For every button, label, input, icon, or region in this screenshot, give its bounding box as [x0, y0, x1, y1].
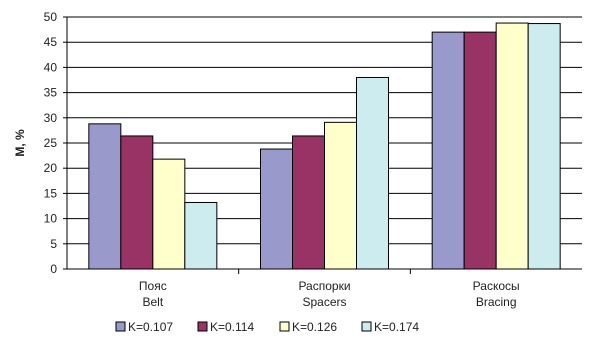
bar-k-0-174-cat-0 — [184, 201, 218, 270]
y-tick-label: 35 — [44, 86, 58, 100]
bar-k-0-126-cat-2 — [495, 22, 529, 270]
legend-swatch — [115, 321, 126, 332]
y-tick-label: 40 — [44, 60, 58, 74]
bar-k-0-126-cat-1 — [324, 121, 357, 270]
legend-label: K=0.126 — [292, 320, 337, 334]
legend: K=0.107 K=0.114 K=0.126 K=0.174 — [115, 320, 419, 334]
bar-k-0-126-cat-0 — [152, 158, 186, 270]
category-labels: Пояс Belt Распорки Spacers Раскосы Bracing — [139, 279, 520, 309]
legend-label: K=0.174 — [374, 320, 419, 334]
bar-k-0-174-cat-1 — [356, 76, 389, 270]
bar-k-0-174-cat-2 — [527, 23, 561, 270]
category-label: Bracing — [476, 295, 517, 309]
legend-swatch — [197, 321, 208, 332]
y-tick-label: 0 — [50, 262, 57, 276]
category-label: Распорки — [298, 279, 350, 293]
bar-k-0-114-cat-1 — [292, 135, 325, 270]
legend-swatch — [361, 321, 372, 332]
category-label: Пояс — [139, 279, 167, 293]
legend-swatch — [279, 321, 290, 332]
y-tick-label: 30 — [44, 111, 58, 125]
y-tick-label: 25 — [44, 136, 58, 150]
y-tick-label: 10 — [44, 212, 58, 226]
y-axis-title: M, % — [13, 129, 27, 157]
category-label: Spacers — [302, 295, 346, 309]
bar-k-0-114-cat-0 — [120, 135, 154, 270]
bar-k-0-107-cat-1 — [260, 148, 293, 270]
legend-label: K=0.107 — [128, 320, 173, 334]
category-label: Belt — [142, 295, 163, 309]
bar-k-0-107-cat-2 — [431, 31, 465, 270]
bars — [88, 22, 561, 270]
bar-k-0-107-cat-0 — [88, 123, 122, 270]
category-label: Раскосы — [473, 279, 520, 293]
y-tick-label: 15 — [44, 186, 58, 200]
bar-k-0-114-cat-2 — [463, 31, 497, 270]
y-tick-label: 50 — [44, 10, 58, 24]
y-tick-label: 5 — [50, 237, 57, 251]
y-tick-label: 20 — [44, 161, 58, 175]
y-tick-label: 45 — [44, 35, 58, 49]
y-tick-labels: 0 5 10 15 20 25 30 35 40 45 50 — [44, 10, 67, 276]
legend-label: K=0.114 — [210, 320, 254, 334]
